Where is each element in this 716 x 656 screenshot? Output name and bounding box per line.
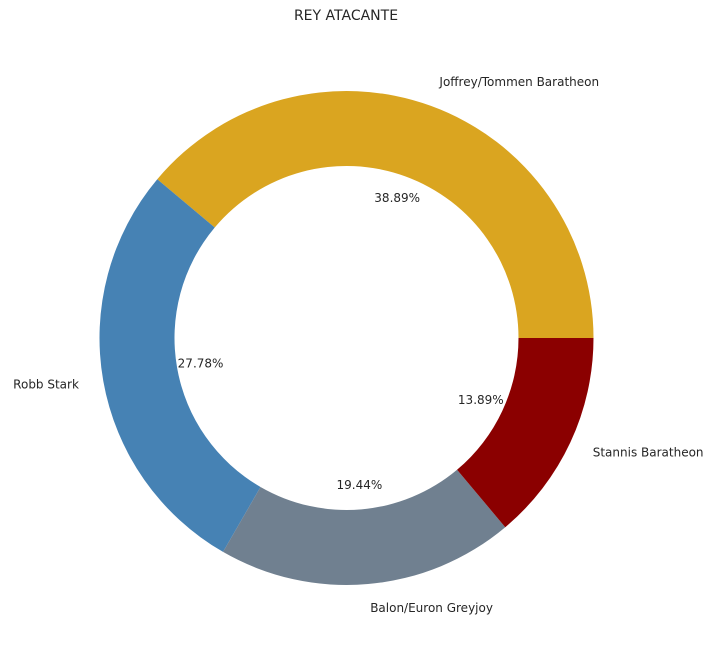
slice-joffrey-tommen-baratheon xyxy=(157,91,594,338)
slice-robb-stark xyxy=(99,179,261,552)
slice-balon-euron-greyjoy xyxy=(223,469,506,585)
slice-percent-label: 27.78% xyxy=(178,356,224,370)
slice-percent-label: 19.44% xyxy=(337,478,383,492)
slice-label: Joffrey/Tommen Baratheon xyxy=(438,75,599,89)
slices-layer xyxy=(99,91,594,585)
slice-label: Balon/Euron Greyjoy xyxy=(370,601,493,615)
slice-label: Robb Stark xyxy=(13,378,79,392)
labels-layer: Joffrey/Tommen Baratheon 38.89% Robb Stark… xyxy=(13,75,703,615)
slice-percent-label: 13.89% xyxy=(458,393,504,407)
chart-title: REY ATACANTE xyxy=(293,8,399,24)
slice-label: Stannis Baratheon xyxy=(593,445,704,459)
slice-percent-label: 38.89% xyxy=(374,191,420,205)
slice-stannis-baratheon xyxy=(457,338,594,528)
